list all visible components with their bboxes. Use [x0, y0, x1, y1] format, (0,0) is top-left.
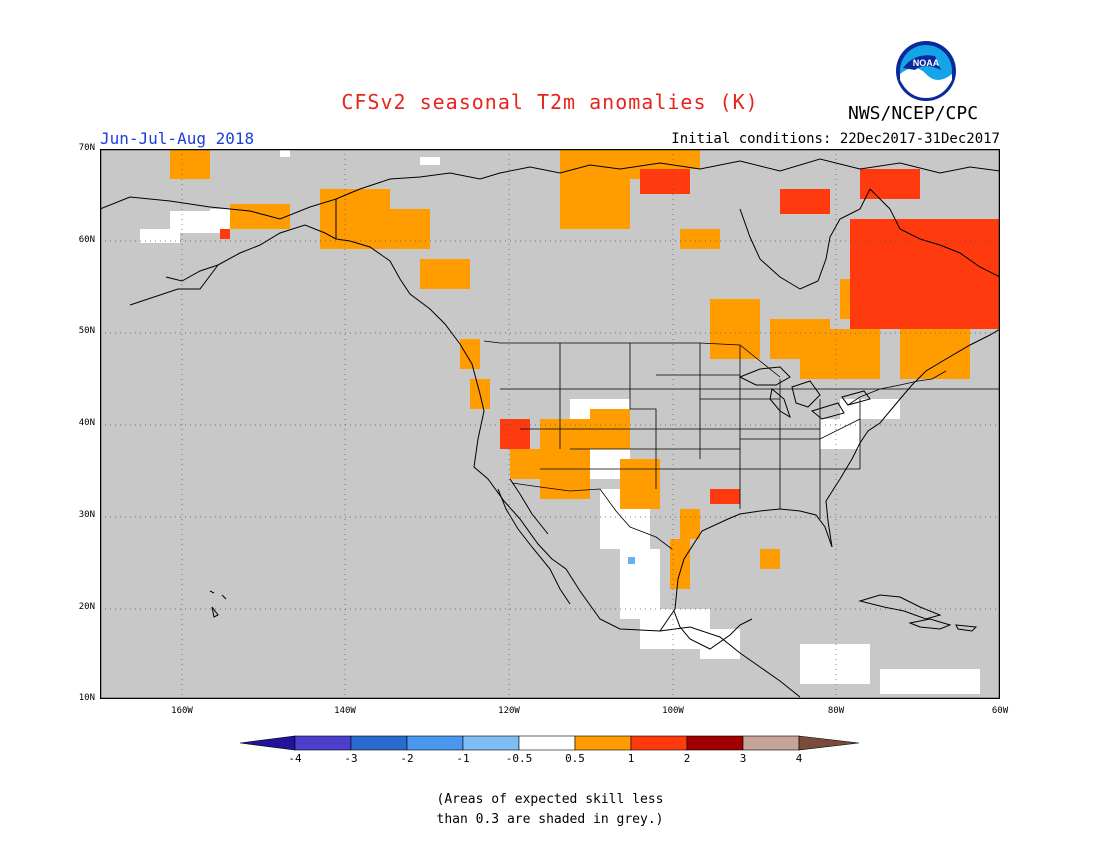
initial-conditions: Initial conditions: 22Dec2017-31Dec2017 — [671, 131, 1000, 147]
colorbar-label: 4 — [795, 752, 803, 765]
lat-label: 30N — [78, 509, 95, 520]
anomaly-patch-white — [840, 399, 900, 419]
colorbar-label: 3 — [739, 752, 747, 765]
anomaly-patch-orange — [420, 259, 470, 289]
political-borders — [335, 199, 1000, 550]
lon-label: 140W — [334, 706, 356, 716]
skill-note-line-2: than 0.3 are shaded in grey.) — [436, 812, 664, 827]
anomaly-shading — [140, 149, 1000, 694]
colorbar-segment — [518, 735, 576, 751]
anomaly-patch-orange — [620, 459, 660, 509]
anomaly-patch-orange — [680, 509, 700, 539]
colorbar-segment — [240, 735, 296, 751]
colorbar-segment — [294, 735, 352, 751]
colorbar-segment — [406, 735, 464, 751]
anomaly-patch-white — [880, 669, 980, 694]
colorbar-label: -1 — [456, 752, 470, 765]
anomaly-patch-red — [780, 189, 830, 214]
lat-label: 50N — [78, 326, 95, 337]
colorbar-label: 2 — [683, 752, 691, 765]
chart-title: CFSv2 seasonal T2m anomalies (K) — [341, 90, 759, 114]
noaa-logo: NOAA — [896, 41, 956, 101]
skill-note-line-1: (Areas of expected skill less — [436, 792, 664, 807]
anomaly-patch-white — [800, 644, 870, 684]
color-bar — [240, 735, 860, 751]
colorbar-segment — [686, 735, 744, 751]
anomaly-patch-orange — [560, 149, 630, 229]
anomaly-patch-white — [140, 229, 180, 243]
anomaly-patch-orange — [760, 549, 780, 569]
anomaly-map — [100, 149, 1000, 699]
colorbar-segment — [742, 735, 800, 751]
coastlines — [100, 158, 1000, 698]
colorbar-label: 1 — [627, 752, 635, 765]
anomaly-patch-orange — [320, 189, 390, 249]
anomaly-patch-red — [710, 489, 740, 504]
lat-label: 70N — [78, 143, 95, 153]
lon-label: 80W — [827, 706, 845, 716]
logo-lettering: NOAA — [913, 58, 940, 68]
colorbar-label: -4 — [288, 752, 302, 765]
anomaly-patch-red — [860, 169, 920, 199]
agency-label: NWS/NCEP/CPC — [848, 103, 979, 124]
colorbar-label: -2 — [400, 752, 414, 765]
lat-label: 40N — [78, 418, 95, 429]
anomaly-patch-orange — [680, 229, 720, 249]
anomaly-patch-white — [620, 549, 660, 619]
lat-label: 20N — [78, 601, 95, 612]
anomaly-patch-orange — [170, 149, 210, 179]
colorbar-label: 0.5 — [565, 752, 585, 765]
colorbar-segment — [462, 735, 520, 751]
colorbar-label: -0.5 — [505, 752, 533, 765]
anomaly-patch-orange — [800, 329, 880, 379]
anomaly-patch-orange — [670, 539, 690, 589]
lat-lon-grid — [100, 149, 1000, 699]
lon-label: 160W — [171, 706, 193, 716]
anomaly-patch-orange — [540, 419, 590, 499]
colorbar-segment — [630, 735, 688, 751]
colorbar-segment — [574, 735, 632, 751]
anomaly-patch-orange — [460, 339, 480, 369]
anomaly-patch-white — [700, 629, 740, 659]
map-frame — [100, 149, 1000, 699]
anomaly-patch-red — [920, 249, 1000, 329]
anomaly-patch-orange — [230, 204, 290, 229]
anomaly-patch-white — [820, 419, 860, 449]
colorbar-segment — [798, 735, 860, 751]
colorbar-segment — [350, 735, 408, 751]
lon-label: 100W — [662, 706, 684, 716]
lon-label: 60W — [991, 706, 1009, 716]
anomaly-patch-white — [280, 149, 290, 157]
colorbar-label: -3 — [344, 752, 358, 765]
anomaly-patch-red — [220, 229, 230, 239]
lat-label: 10N — [78, 693, 95, 704]
anomaly-patch-orange — [620, 149, 700, 169]
anomaly-patch-red — [500, 419, 530, 449]
forecast-period: Jun-Jul-Aug 2018 — [100, 129, 255, 148]
lat-label: 60N — [78, 234, 95, 245]
anomaly-patch-red — [640, 169, 690, 194]
lon-label: 120W — [498, 706, 520, 716]
anomaly-patch-orange — [710, 299, 760, 359]
anomaly-patch-white — [420, 157, 440, 165]
anomaly-patch-lightblue — [628, 557, 635, 564]
anomaly-patch-orange — [390, 209, 430, 249]
